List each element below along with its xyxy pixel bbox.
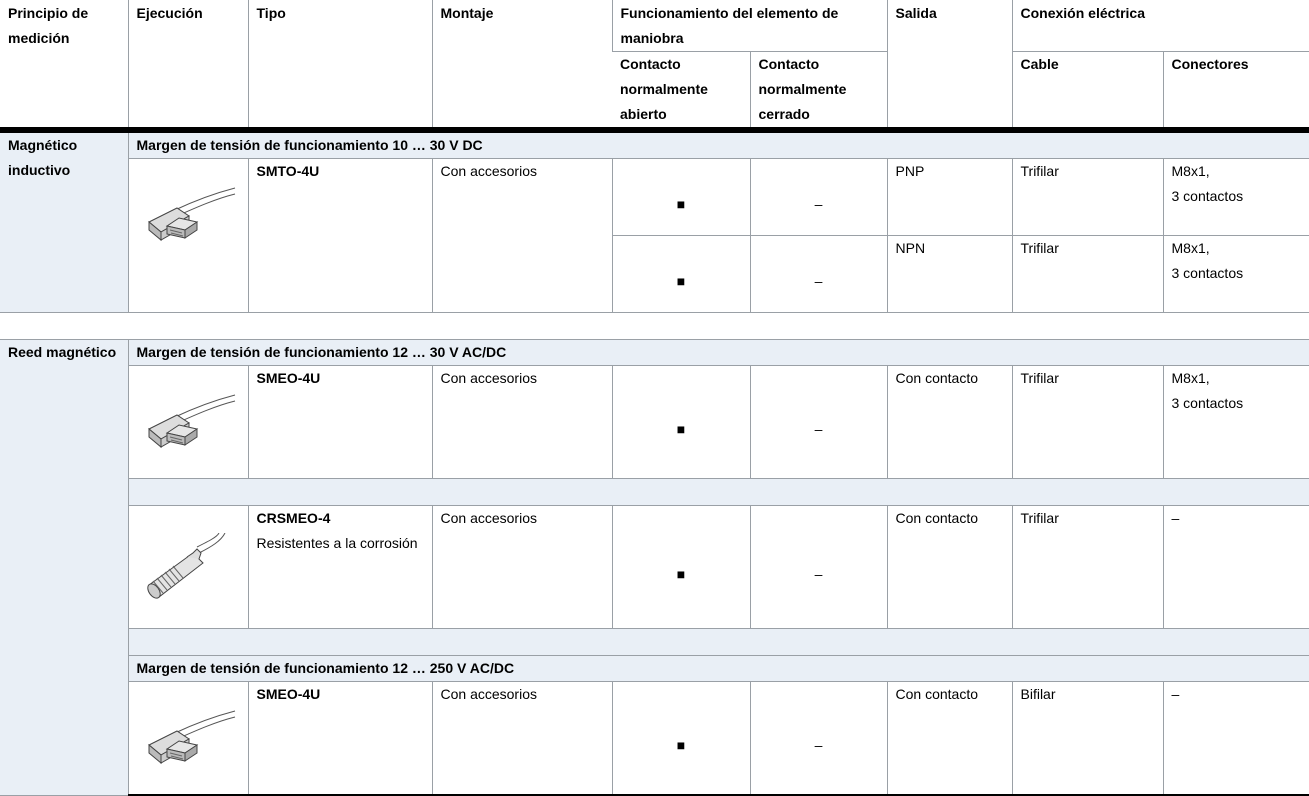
- product-row: ■ – NPN Trifilar M8x1, 3 contactos: [0, 235, 1309, 313]
- output: PNP: [886, 158, 1012, 236]
- voltage-range: Margen de tensión de funcionamiento 10 ……: [127, 129, 1309, 159]
- type-cell: SMTO-4U: [247, 158, 432, 313]
- sensor-icon: [147, 710, 235, 765]
- cable: Bifilar: [1011, 681, 1163, 796]
- spacer: [127, 478, 1309, 506]
- normally-open: ■: [611, 681, 750, 796]
- column-header: Tipo: [247, 0, 432, 133]
- subcolumn-header: Conectores: [1162, 51, 1309, 133]
- column-header: Conexión eléctrica: [1011, 0, 1309, 52]
- connector: –: [1162, 681, 1309, 796]
- product-type: SMEO-4U: [256, 686, 321, 702]
- column-header: Montaje: [431, 0, 612, 133]
- voltage-row: Margen de tensión de funcionamiento 12 ……: [0, 655, 1309, 682]
- voltage-range: Margen de tensión de funcionamiento 12 ……: [127, 655, 1309, 682]
- execution-cell: [127, 158, 248, 313]
- product-type: SMEO-4U: [256, 370, 321, 386]
- execution-cell: [127, 365, 248, 479]
- voltage-row: Reed magnético Margen de tensión de funci…: [0, 339, 1309, 796]
- column-header: Funcionamiento del elemento de maniobra: [611, 0, 887, 52]
- spacer: [127, 628, 1309, 656]
- cable: Trifilar: [1011, 158, 1163, 236]
- normally-closed: –: [749, 505, 887, 629]
- output: Con contacto: [886, 681, 1012, 796]
- output: Con contacto: [886, 365, 1012, 479]
- mounting: Con accesorios: [431, 158, 612, 313]
- mounting: Con accesorios: [431, 681, 612, 796]
- measuring-principle: Reed magnético: [0, 339, 129, 796]
- type-cell: SMEO-4U: [247, 365, 432, 479]
- mounting: Con accesorios: [431, 505, 612, 629]
- sensor-icon: [146, 533, 225, 599]
- cable: Trifilar: [1011, 365, 1163, 479]
- normally-open: ■: [611, 505, 750, 629]
- spacer-row: [0, 628, 1309, 656]
- product-type: SMTO-4U: [256, 163, 320, 179]
- normally-closed: –: [749, 365, 887, 479]
- normally-open: ■: [611, 158, 750, 236]
- section-gap: [0, 312, 1309, 340]
- subcolumn-header: Cable: [1011, 51, 1163, 133]
- cable: Trifilar: [1011, 505, 1163, 629]
- execution-cell: [127, 505, 248, 629]
- product-row: SMTO-4U Con accesorios ■ – PNP Trifilar M8x1, …: [0, 158, 1309, 313]
- normally-open: ■: [611, 235, 750, 313]
- column-header: Ejecución: [127, 0, 248, 133]
- product-row: SMEO-4U Con accesorios ■ – Con contacto Trifi…: [0, 365, 1309, 479]
- cable: Trifilar: [1011, 235, 1163, 313]
- header-row: Contacto normalmente abierto Contacto nor…: [0, 51, 1309, 133]
- mounting: Con accesorios: [431, 365, 612, 479]
- type-cell: SMEO-4U: [247, 681, 432, 796]
- normally-closed: –: [749, 235, 887, 313]
- normally-closed: –: [749, 158, 887, 236]
- type-cell: CRSMEO-4 Resistentes a la corrosión: [247, 505, 432, 629]
- measuring-principle: Magnético inductivo: [0, 129, 129, 313]
- subcolumn-header: Contacto normalmente cerrado: [749, 51, 887, 133]
- product-note: Resistentes a la corrosión: [256, 535, 418, 551]
- normally-open: ■: [611, 365, 750, 479]
- connector: M8x1, 3 contactos: [1162, 235, 1309, 313]
- sensor-icon: [147, 394, 235, 449]
- product-type: CRSMEO-4: [256, 510, 331, 526]
- sensor-icon: [147, 187, 235, 242]
- header-row: Principio de medición Ejecución Tipo Montaj…: [0, 0, 1309, 133]
- spacer-row: [0, 478, 1309, 506]
- column-header: Principio de medición: [0, 0, 128, 133]
- connector: M8x1, 3 contactos: [1162, 365, 1309, 479]
- execution-cell: [127, 681, 248, 796]
- product-row: CRSMEO-4 Resistentes a la corrosión Con ac…: [0, 505, 1309, 629]
- output: Con contacto: [886, 505, 1012, 629]
- subcolumn-header: Contacto normalmente abierto: [612, 51, 750, 133]
- product-row: SMEO-4U Con accesorios ■ – Con contacto Bifil…: [0, 681, 1309, 796]
- voltage-range: Margen de tensión de funcionamiento 12 ……: [127, 339, 1309, 366]
- connector: M8x1, 3 contactos: [1162, 158, 1309, 236]
- voltage-row: Magnético inductivo Margen de tensión de …: [0, 129, 1309, 313]
- output: NPN: [886, 235, 1012, 313]
- normally-closed: –: [749, 681, 887, 796]
- column-header: Salida: [886, 0, 1012, 133]
- connector: –: [1162, 505, 1309, 629]
- spacer: [0, 312, 1309, 340]
